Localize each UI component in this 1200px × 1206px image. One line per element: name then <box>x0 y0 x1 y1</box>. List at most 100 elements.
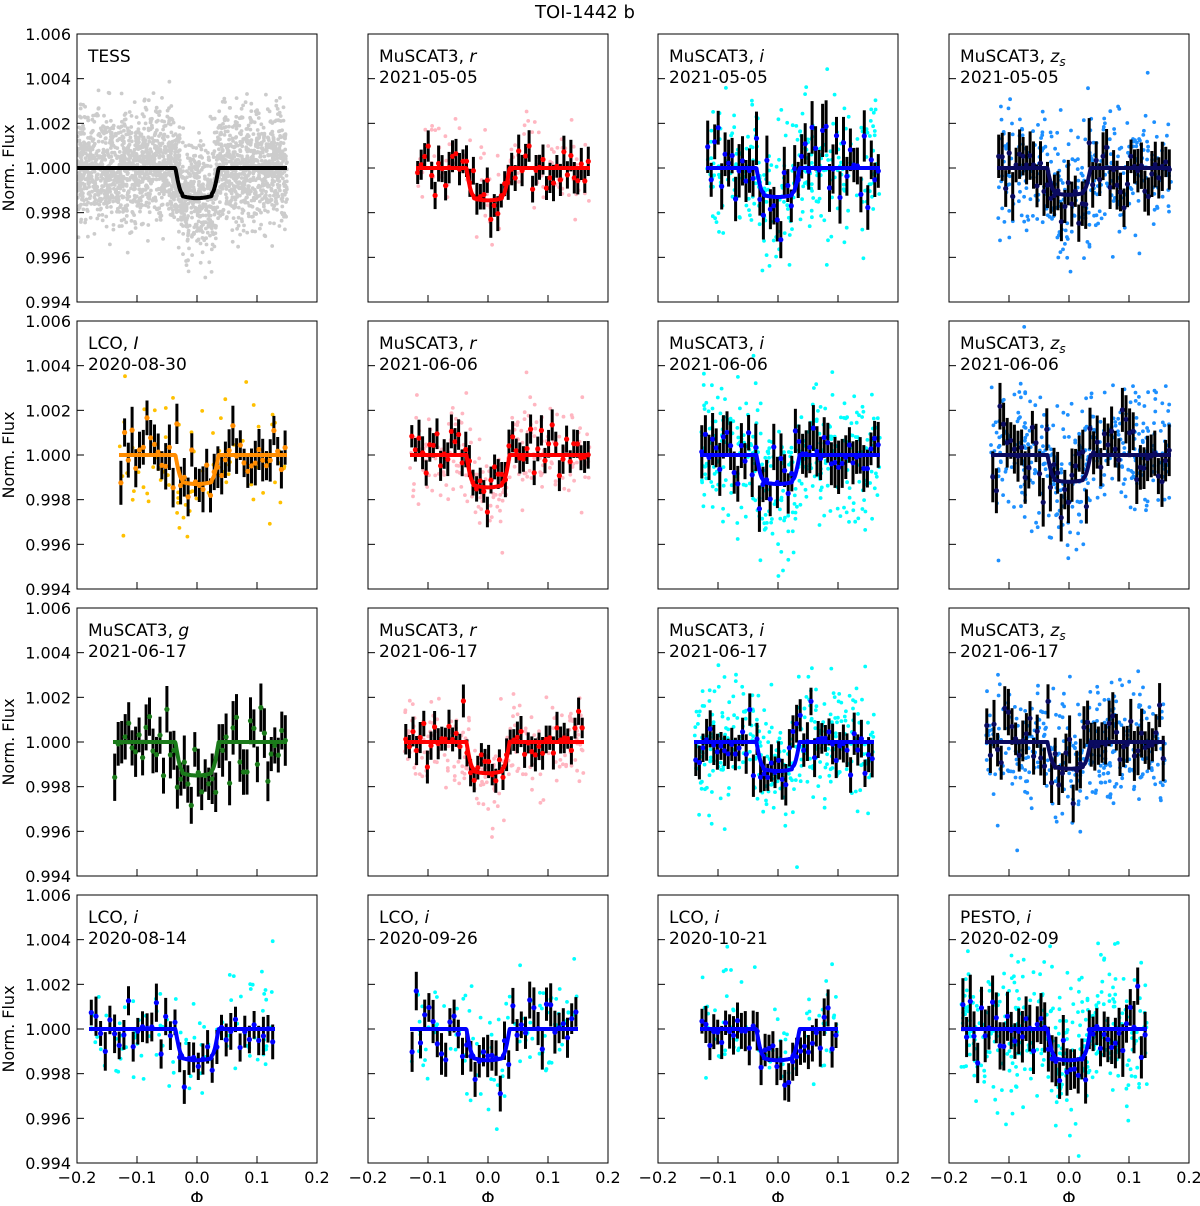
raw-data-point <box>510 148 514 152</box>
raw-data-point <box>230 228 234 232</box>
raw-data-point <box>141 170 145 174</box>
raw-data-point <box>1077 432 1081 436</box>
raw-data-point <box>1087 211 1091 215</box>
binned-data-point <box>506 443 511 448</box>
raw-data-point <box>782 200 786 204</box>
binned-data-point <box>560 457 565 462</box>
raw-data-point <box>861 405 865 409</box>
raw-data-point <box>186 535 190 539</box>
raw-data-point <box>185 186 189 190</box>
raw-data-point <box>275 153 279 157</box>
raw-data-point <box>492 495 496 499</box>
raw-data-point <box>120 134 124 138</box>
raw-data-point <box>533 427 537 431</box>
binned-data-point <box>848 147 853 152</box>
raw-data-point <box>812 386 816 390</box>
raw-data-point <box>82 208 86 212</box>
binned-data-point <box>163 464 168 469</box>
raw-data-point <box>100 173 104 177</box>
binned-data-point <box>433 193 438 198</box>
binned-data-point <box>739 443 744 448</box>
raw-data-point <box>473 460 477 464</box>
raw-data-point <box>478 521 482 525</box>
raw-data-point <box>1146 429 1150 433</box>
raw-data-point <box>1033 403 1037 407</box>
raw-data-point <box>197 144 201 148</box>
raw-data-point <box>873 486 877 490</box>
raw-data-point <box>1098 209 1102 213</box>
raw-data-point <box>843 401 847 405</box>
raw-data-point <box>278 149 282 153</box>
raw-data-point <box>846 209 850 213</box>
binned-data-point <box>283 445 288 450</box>
raw-data-point <box>93 189 97 193</box>
raw-data-point <box>270 141 274 145</box>
raw-data-point <box>1124 495 1128 499</box>
raw-data-point <box>210 270 214 274</box>
binned-data-point <box>118 480 123 485</box>
y-tick-label: 1.004 <box>25 70 71 89</box>
raw-data-point <box>141 177 145 181</box>
raw-data-point <box>1022 325 1026 329</box>
panel-instrument: MuSCAT3, <box>669 47 759 67</box>
raw-data-point <box>1051 424 1055 428</box>
raw-data-point <box>430 124 434 128</box>
binned-data-point <box>1038 161 1043 166</box>
raw-data-point <box>1047 514 1051 518</box>
raw-data-point <box>160 119 164 123</box>
raw-data-point <box>269 188 273 192</box>
raw-data-point <box>218 124 222 128</box>
binned-data-point <box>528 427 533 432</box>
binned-data-point <box>219 473 224 478</box>
raw-data-point <box>752 202 756 206</box>
raw-data-point <box>93 142 97 146</box>
raw-data-point <box>272 136 276 140</box>
raw-data-point <box>415 393 419 397</box>
raw-data-point <box>1043 118 1047 122</box>
raw-data-point <box>241 116 245 120</box>
raw-data-point <box>1146 145 1150 149</box>
raw-data-point <box>777 574 781 578</box>
raw-data-point <box>1113 132 1117 136</box>
raw-data-point <box>477 505 481 509</box>
raw-data-point <box>1000 478 1004 482</box>
binned-data-point <box>204 463 209 468</box>
raw-data-point <box>1153 410 1157 414</box>
raw-data-point <box>234 185 238 189</box>
raw-data-point <box>523 472 527 476</box>
raw-data-point <box>477 457 481 461</box>
raw-data-point <box>172 181 176 185</box>
raw-data-point <box>1059 178 1063 182</box>
raw-data-point <box>147 201 151 205</box>
raw-data-point <box>762 173 766 177</box>
raw-data-point <box>497 173 501 177</box>
raw-data-point <box>102 114 106 118</box>
raw-data-point <box>147 98 151 102</box>
raw-data-point <box>768 264 772 268</box>
raw-data-point <box>253 188 257 192</box>
binned-data-point <box>133 466 138 471</box>
raw-data-point <box>260 143 264 147</box>
binned-data-point <box>557 473 562 478</box>
binned-data-point <box>1003 186 1008 191</box>
binned-data-point <box>723 152 728 157</box>
raw-data-point <box>759 402 763 406</box>
raw-data-point <box>242 229 246 233</box>
binned-data-point <box>227 448 232 453</box>
raw-data-point <box>112 228 116 232</box>
binned-data-point <box>712 139 717 144</box>
raw-data-point <box>264 190 268 194</box>
raw-data-point <box>874 472 878 476</box>
binned-data-point <box>1128 154 1133 159</box>
panel-plot-area <box>118 374 288 538</box>
raw-data-point <box>225 217 229 221</box>
raw-data-point <box>222 162 226 166</box>
raw-data-point <box>1029 197 1033 201</box>
binned-data-point <box>705 144 710 149</box>
raw-data-point <box>234 141 238 145</box>
binned-data-point <box>1010 194 1015 199</box>
binned-data-point <box>1118 189 1123 194</box>
raw-data-point <box>139 160 143 164</box>
raw-data-point <box>1134 399 1138 403</box>
raw-data-point <box>256 128 260 132</box>
